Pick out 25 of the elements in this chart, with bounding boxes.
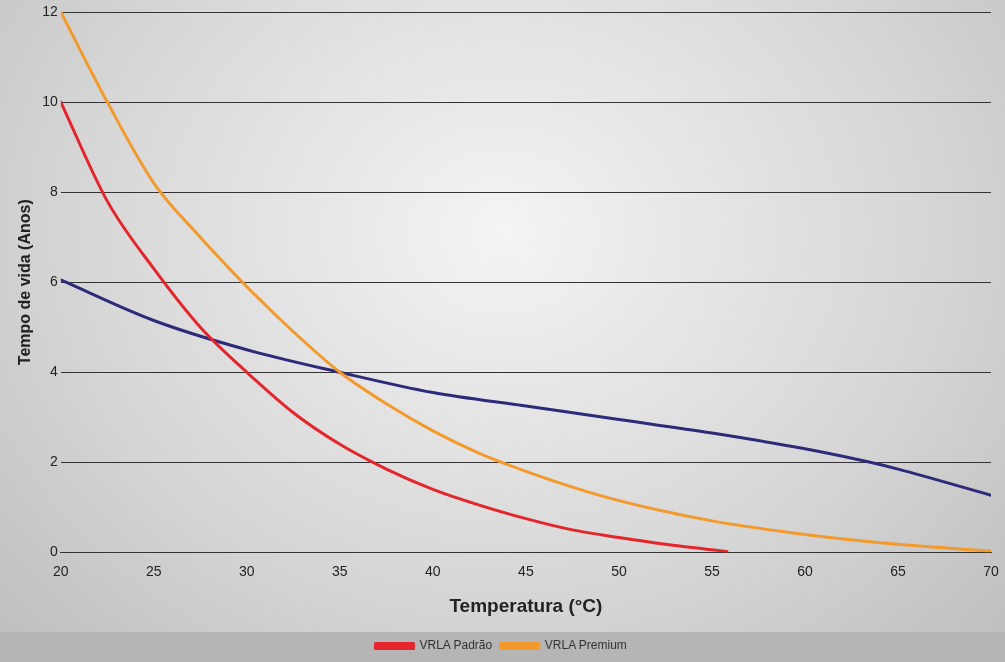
line-series xyxy=(60,12,991,553)
y-tick-label: 6 xyxy=(49,273,58,290)
x-tick-label: 20 xyxy=(52,562,69,579)
line-series xyxy=(60,100,729,553)
x-tick-label: 60 xyxy=(797,562,813,579)
x-tick-label: 25 xyxy=(146,562,162,579)
y-tick-label: 2 xyxy=(49,453,58,470)
x-tick-label: 45 xyxy=(518,562,534,579)
line-series xyxy=(60,278,991,497)
x-tick-label: 50 xyxy=(611,562,627,579)
x-tick-label: 55 xyxy=(704,562,720,579)
y-tick-label: 0 xyxy=(49,543,58,560)
legend-label: VRLA Padrão xyxy=(419,638,493,653)
x-tick-label: 35 xyxy=(332,562,348,579)
x-tick-label: 70 xyxy=(983,562,999,579)
x-tick-label: 30 xyxy=(239,562,255,579)
y-tick-label: 10 xyxy=(42,92,58,109)
y-tick-label: 4 xyxy=(49,363,58,380)
y-tick-label: 8 xyxy=(49,182,58,199)
x-axis-title: Temperatura (°C) xyxy=(449,594,603,616)
x-tick-label: 40 xyxy=(425,562,441,579)
y-tick-label: 12 xyxy=(42,2,58,19)
x-tick-label: 65 xyxy=(890,562,906,579)
legend-label: VRLA Premium xyxy=(544,638,627,653)
y-axis-title: Tempo de vida (Anos) xyxy=(16,199,34,366)
